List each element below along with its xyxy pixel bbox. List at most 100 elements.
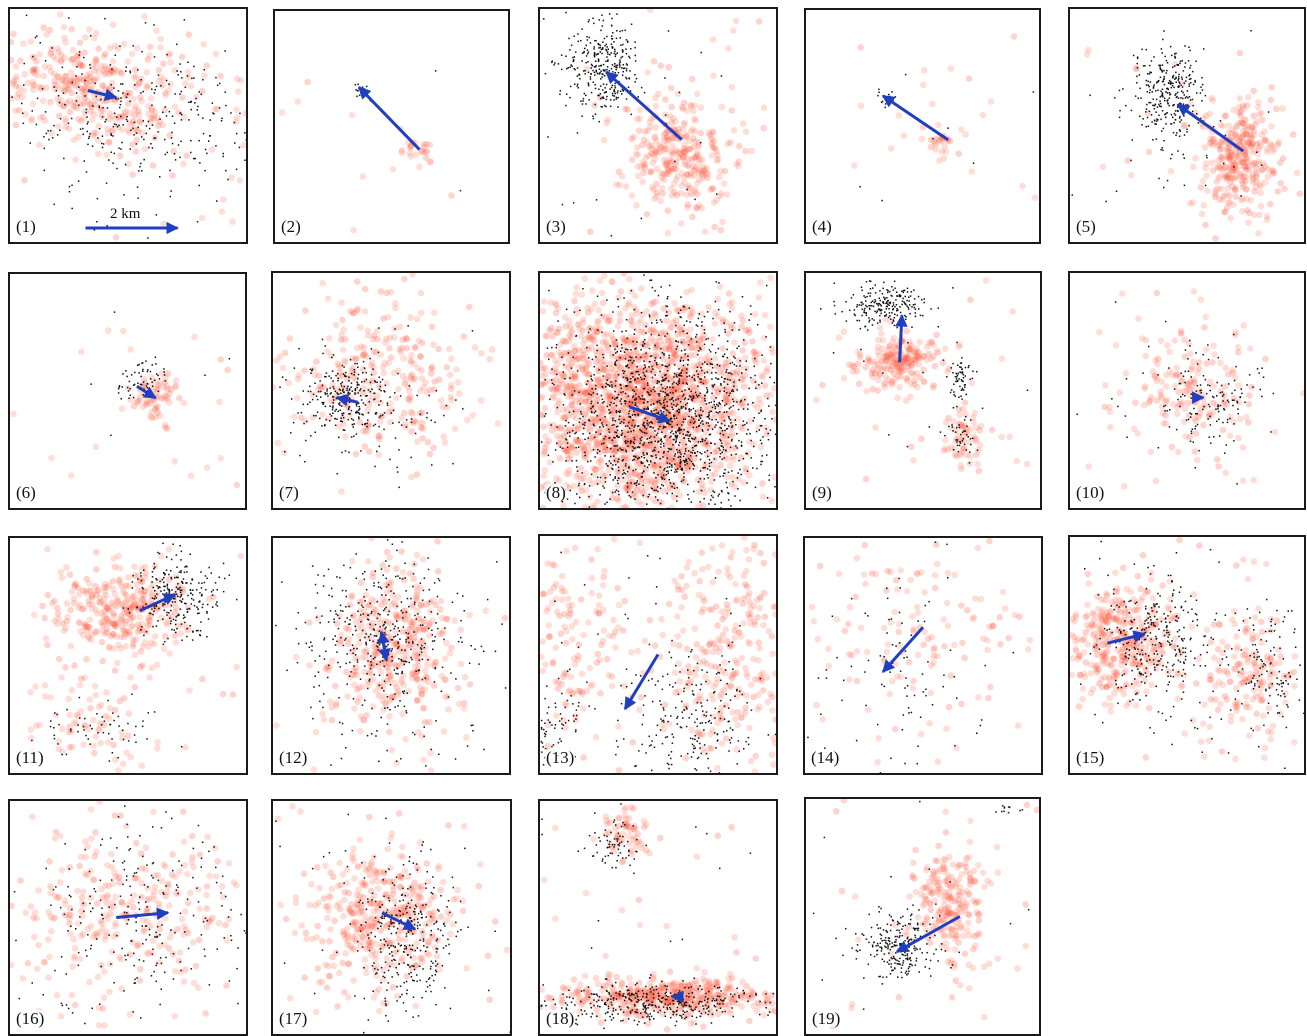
panel-3-plot xyxy=(543,9,768,237)
displacement-arrow xyxy=(357,86,421,151)
panel-8-label: (8) xyxy=(545,483,567,502)
scale-bar-label: 2 km xyxy=(110,206,141,222)
displacement-arrow xyxy=(1176,103,1245,153)
panel-6-plot xyxy=(10,311,241,489)
displacement-arrow xyxy=(139,593,177,613)
displacement-arrow xyxy=(881,626,925,673)
displacement-arrow xyxy=(87,88,118,101)
panel-14: (14) xyxy=(803,536,1043,775)
black-point-cloud xyxy=(31,542,238,762)
panel-15-label: (15) xyxy=(1075,748,1106,767)
panel-8: (8) xyxy=(538,271,778,510)
panel-14-label: (14) xyxy=(810,748,841,767)
panel-16: (16) xyxy=(8,799,248,1036)
panel-10: (10) xyxy=(1068,271,1306,510)
black-point-cloud xyxy=(11,14,246,239)
panel-4: (4) xyxy=(804,8,1041,244)
red-point-cloud xyxy=(274,803,510,1016)
red-point-cloud xyxy=(1083,46,1304,242)
panel-2: (2) xyxy=(273,9,510,244)
displacement-arrow xyxy=(1107,630,1147,645)
panel-11-plot xyxy=(27,542,244,773)
displacement-arrow xyxy=(895,915,961,954)
red-point-cloud xyxy=(583,9,768,237)
panel-6: (6) xyxy=(8,272,247,510)
panel-12-plot xyxy=(273,538,509,773)
panel-1-label: (1) xyxy=(15,217,37,236)
panel-18-plot xyxy=(540,803,776,1033)
panel-15-plot xyxy=(1070,537,1304,769)
panel-17: (17) xyxy=(271,799,512,1036)
black-point-cloud xyxy=(275,813,510,1034)
panel-4-plot xyxy=(851,33,1039,202)
panel-3-label: (3) xyxy=(545,217,567,236)
black-point-cloud xyxy=(1080,540,1304,769)
panel-10-label: (10) xyxy=(1075,483,1106,502)
panel-9: (9) xyxy=(804,271,1042,510)
panel-5-plot xyxy=(1071,30,1304,242)
black-point-cloud xyxy=(807,541,1015,773)
panel-5-label: (5) xyxy=(1075,217,1097,236)
panel-15: (15) xyxy=(1068,535,1306,775)
displacement-arrow xyxy=(605,70,683,141)
panel-14-plot xyxy=(807,538,1034,773)
black-point-cloud xyxy=(820,280,1029,464)
red-point-cloud xyxy=(10,327,241,489)
displacement-arrow xyxy=(381,911,417,931)
red-point-cloud xyxy=(27,545,244,773)
panel-17-plot xyxy=(274,803,510,1034)
panel-13-plot xyxy=(540,536,776,773)
red-point-cloud xyxy=(813,277,1031,500)
displacement-arrow xyxy=(895,314,908,363)
panel-12-label: (12) xyxy=(278,748,309,767)
panel-11: (11) xyxy=(8,536,248,775)
red-point-cloud xyxy=(829,799,1039,1030)
red-point-cloud xyxy=(1070,537,1299,763)
black-point-cloud xyxy=(540,803,774,1030)
panel-18: (18) xyxy=(538,799,778,1036)
displacement-arrow xyxy=(881,94,949,142)
panel-10-plot xyxy=(1076,288,1304,490)
panel-16-plot xyxy=(10,801,246,1029)
panel-19: (19) xyxy=(804,797,1041,1036)
panel-3: (3) xyxy=(538,7,778,244)
panel-7-label: (7) xyxy=(278,483,300,502)
panel-16-label: (16) xyxy=(15,1009,46,1028)
panel-17-label: (17) xyxy=(278,1009,309,1028)
displacement-arrow xyxy=(335,393,359,407)
panel-1: 2 km (1) xyxy=(8,7,248,244)
red-point-cloud xyxy=(540,273,776,508)
panel-9-label: (9) xyxy=(811,483,833,502)
black-point-cloud xyxy=(13,805,246,1025)
panel-8-plot xyxy=(540,273,776,508)
displacement-arrow xyxy=(377,630,390,661)
panel-11-label: (11) xyxy=(15,748,45,767)
panel-1-plot xyxy=(10,11,246,241)
displacement-arrow xyxy=(116,907,170,921)
panel-18-label: (18) xyxy=(545,1009,576,1028)
panel-6-label: (6) xyxy=(15,483,37,502)
panel-9-plot xyxy=(813,277,1031,500)
displacement-arrow xyxy=(629,405,671,424)
panel-13-label: (13) xyxy=(545,748,576,767)
panel-19-plot xyxy=(812,799,1039,1030)
black-point-cloud xyxy=(354,70,462,192)
panel-13: (13) xyxy=(538,534,778,775)
panel-5: (5) xyxy=(1068,7,1306,244)
panel-7: (7) xyxy=(271,271,511,510)
panel-12: (12) xyxy=(271,536,511,775)
red-point-cloud xyxy=(10,801,240,1029)
black-point-cloud xyxy=(1071,30,1270,203)
panel-19-label: (19) xyxy=(811,1009,842,1028)
red-point-cloud xyxy=(851,33,1039,201)
black-point-cloud xyxy=(1076,301,1275,485)
panel-2-label: (2) xyxy=(280,217,302,236)
red-point-cloud xyxy=(10,11,246,241)
red-point-cloud xyxy=(540,803,776,1033)
panel-7-plot xyxy=(273,273,502,496)
red-point-cloud xyxy=(273,538,509,773)
black-point-cloud xyxy=(543,11,723,237)
red-point-cloud xyxy=(1085,288,1304,490)
black-point-cloud xyxy=(541,274,776,508)
displacement-arrow xyxy=(136,385,157,400)
